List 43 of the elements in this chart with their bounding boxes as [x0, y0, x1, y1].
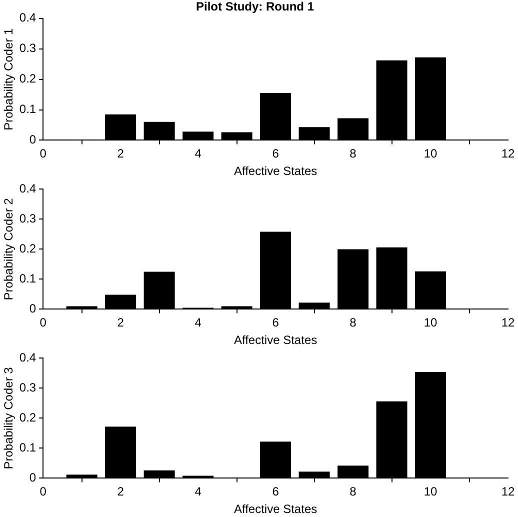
- y-axis-title: Probability Coder 2: [2, 198, 16, 300]
- x-tick-label: 0: [40, 484, 47, 499]
- y-tick-label: 0.2: [19, 72, 36, 86]
- x-tick-label: 10: [424, 146, 438, 161]
- y-tick-label: 0.3: [19, 380, 36, 395]
- y-tick-label: 0.1: [19, 272, 36, 286]
- x-tick-label: 4: [194, 316, 202, 330]
- y-tick-label: 0: [29, 470, 36, 485]
- chart-title: Pilot Study: Round 1: [196, 0, 314, 14]
- x-tick-label: 12: [501, 146, 515, 161]
- y-tick-label: 0.4: [19, 350, 36, 365]
- y-tick-label: 0: [29, 132, 36, 147]
- x-axis-title: Affective States: [234, 502, 318, 516]
- x-tick-label: 6: [272, 316, 280, 330]
- x-tick-label: 2: [117, 146, 124, 161]
- x-tick-label: 2: [117, 484, 124, 499]
- x-tick-label: 0: [40, 146, 47, 161]
- x-axis-title: Affective States: [234, 164, 318, 178]
- x-tick-label: 10: [424, 484, 438, 499]
- x-tick-label: 10: [424, 316, 438, 330]
- y-tick-label: 0.1: [19, 440, 36, 455]
- y-tick-label: 0.4: [19, 182, 36, 196]
- y-tick-label: 0.1: [19, 102, 36, 116]
- x-axis-title: Affective States: [234, 333, 318, 348]
- y-axis-title: Probability Coder 1: [2, 28, 16, 130]
- x-tick-label: 8: [350, 484, 357, 499]
- x-tick-label: 0: [40, 316, 47, 330]
- x-tick-label: 8: [350, 316, 357, 330]
- x-tick-label: 6: [272, 146, 280, 161]
- x-tick-label: 12: [501, 316, 515, 330]
- x-tick-label: 8: [350, 146, 357, 161]
- y-tick-label: 0.2: [19, 410, 36, 425]
- x-tick-label: 4: [194, 484, 202, 499]
- y-tick-label: 0.3: [19, 41, 36, 56]
- x-tick-label: 6: [272, 484, 280, 499]
- y-tick-label: 0.4: [19, 10, 36, 25]
- x-tick-label: 12: [501, 484, 515, 499]
- y-tick-label: 0.2: [19, 242, 36, 256]
- x-tick-label: 2: [117, 316, 124, 330]
- y-tick-label: 0.3: [19, 212, 36, 226]
- y-axis-title: Probability Coder 3: [2, 366, 16, 470]
- y-tick-label: 0: [29, 302, 36, 316]
- x-tick-label: 4: [194, 146, 202, 161]
